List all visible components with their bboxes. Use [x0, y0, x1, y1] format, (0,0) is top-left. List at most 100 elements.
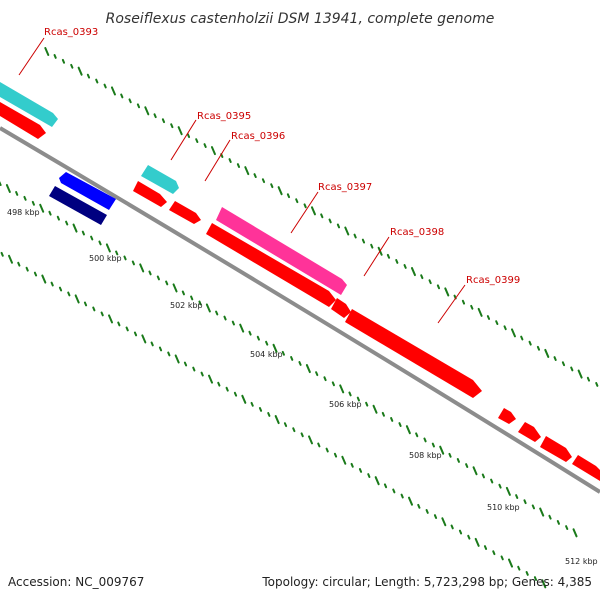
tick-mark-minor: [548, 514, 552, 520]
genome-summary-text: Topology: circular; Length: 5,723,298 bp…: [261, 575, 592, 589]
tick-mark-minor: [358, 468, 363, 473]
tick-mark-minor: [115, 250, 119, 256]
tick-mark-minor: [428, 279, 432, 285]
tick-mark-major: [72, 223, 78, 233]
gene-label[interactable]: Rcas_0398: [390, 227, 444, 238]
tick-mark-minor: [325, 447, 329, 453]
tick-mark-minor: [367, 473, 371, 478]
tick-mark-minor: [425, 509, 429, 514]
gene-arrow[interactable]: [540, 436, 572, 462]
tick-mark-major: [41, 274, 47, 284]
tick-mark-major: [410, 267, 416, 277]
gene-arrow-cyan[interactable]: [141, 165, 179, 194]
tick-mark-minor: [303, 203, 307, 209]
gene-arrow-navy[interactable]: [49, 186, 107, 225]
gene-arrow[interactable]: [206, 223, 336, 307]
tick-mark-minor: [292, 427, 296, 433]
gene-arrow[interactable]: [572, 455, 600, 481]
tick-mark-major: [108, 314, 114, 324]
tick-mark-minor: [431, 442, 435, 448]
gene-label[interactable]: Rcas_0399: [466, 275, 520, 286]
tick-mark-minor: [50, 281, 54, 287]
tick-mark-major: [244, 166, 250, 176]
tick-mark-minor: [48, 210, 52, 216]
tick-mark-major: [505, 486, 511, 496]
tick-mark-minor: [481, 473, 485, 479]
gene-label[interactable]: Rcas_0395: [197, 111, 251, 122]
tick-mark-minor: [81, 230, 85, 236]
tick-mark-minor: [531, 504, 535, 510]
gene-arrow[interactable]: [518, 422, 541, 442]
tick-mark-major: [474, 537, 480, 547]
tick-mark-minor: [0, 251, 4, 257]
gene-arrow[interactable]: [169, 201, 201, 224]
tick-mark-minor: [136, 103, 141, 109]
tick-mark-minor: [253, 173, 257, 179]
tick-mark-minor: [565, 525, 569, 531]
tick-mark-minor: [423, 437, 427, 443]
accession-text: Accession: NC_009767: [8, 575, 144, 589]
tick-mark-minor: [556, 520, 560, 525]
kbp-labels: 498 kbp 500 kbp 502 kbp 504 kbp 506 kbp …: [7, 208, 598, 566]
gene-arrow[interactable]: [345, 309, 482, 398]
tick-mark-minor: [315, 371, 319, 377]
gene-arrow[interactable]: [331, 298, 351, 318]
tick-mark-minor: [370, 243, 374, 249]
tick-mark-major: [339, 384, 345, 394]
tick-mark-major: [577, 369, 583, 379]
tick-mark-minor: [348, 391, 352, 397]
tick-mark-minor: [356, 396, 360, 402]
tick-mark-minor: [503, 325, 507, 331]
tick-mark-minor: [400, 493, 404, 499]
tick-mark-minor: [286, 193, 291, 199]
tick-mark-minor: [281, 350, 285, 356]
tick-mark-minor: [67, 291, 71, 297]
tick-mark-major: [272, 343, 278, 353]
tick-mark-minor: [148, 270, 152, 276]
gene-arrow[interactable]: [133, 181, 167, 207]
tick-mark-major: [541, 579, 547, 589]
tick-mark-minor: [58, 286, 63, 292]
tick-mark-minor: [570, 366, 574, 372]
gene-label[interactable]: Rcas_0396: [231, 131, 285, 142]
tick-mark-minor: [225, 386, 229, 392]
tick-mark-minor: [223, 315, 227, 321]
tick-mark-major: [208, 374, 214, 384]
gene-arrow-blue[interactable]: [59, 172, 116, 210]
tick-mark-minor: [595, 382, 599, 387]
tick-mark-major: [510, 328, 516, 338]
tick-mark-minor: [353, 233, 357, 239]
tick-mark-minor: [98, 240, 102, 246]
tick-mark-minor: [361, 238, 366, 244]
tick-mark-major: [39, 203, 45, 213]
tick-mark-major: [344, 226, 350, 236]
gene-arrow-magenta[interactable]: [216, 207, 347, 295]
tick-mark-minor: [350, 462, 354, 468]
tick-mark-minor: [200, 371, 204, 377]
tick-mark-minor: [436, 284, 441, 290]
tick-mark-major: [277, 186, 283, 196]
leader-line: [363, 236, 390, 277]
tick-mark-minor: [415, 432, 419, 438]
gene-arrow[interactable]: [0, 102, 46, 139]
gene-labels: Rcas_0393 Rcas_0395 Rcas_0396 Rcas_0397 …: [44, 27, 520, 286]
tick-mark-major: [241, 394, 247, 404]
tick-mark-minor: [517, 565, 521, 571]
gene-label[interactable]: Rcas_0393: [44, 27, 98, 38]
tick-mark-major: [439, 445, 445, 455]
tick-mark-major: [110, 86, 116, 96]
tick-mark-minor: [300, 432, 304, 438]
gene-arrow[interactable]: [498, 408, 516, 424]
tick-mark-major: [141, 334, 147, 344]
tick-mark-minor: [203, 143, 207, 149]
gene-label[interactable]: Rcas_0397: [318, 182, 372, 193]
tick-mark-major: [177, 126, 183, 136]
gene-arrow-cyan[interactable]: [0, 82, 58, 127]
tick-mark-minor: [86, 73, 91, 79]
tick-mark-minor: [395, 259, 399, 264]
tick-mark-minor: [153, 113, 157, 119]
kbp-label: 504 kbp: [250, 350, 283, 359]
tick-mark-minor: [331, 381, 335, 387]
tick-row-mid: [0, 181, 578, 538]
tick-mark-major: [472, 466, 478, 476]
